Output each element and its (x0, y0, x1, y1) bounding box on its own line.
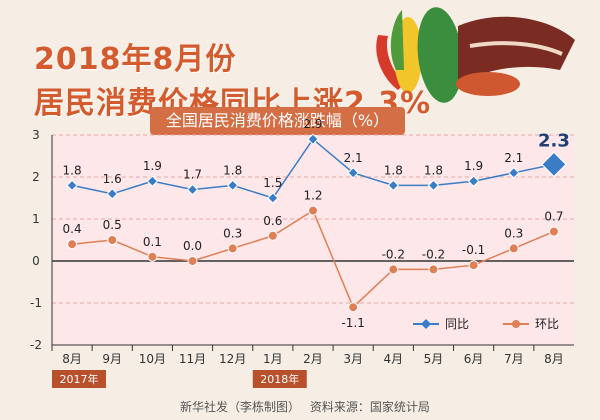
legend-label: 环比 (535, 317, 559, 331)
series-point (67, 239, 78, 250)
data-label: 2.1 (344, 151, 363, 165)
data-label: 0.5 (103, 218, 122, 232)
data-label: 1.8 (424, 163, 443, 177)
data-label: 0.6 (263, 214, 282, 228)
y-tick-label: 3 (32, 128, 40, 142)
data-label: 0.1 (143, 235, 162, 249)
x-tick-label: 11月 (179, 352, 206, 366)
data-label: 0.0 (183, 239, 202, 253)
series-point (468, 260, 479, 271)
series-point (307, 133, 319, 145)
data-label: 2.3 (538, 130, 570, 151)
series-point (548, 226, 559, 237)
series-point (106, 188, 118, 200)
year-label: 2018年 (260, 372, 299, 386)
data-label: 2.9 (303, 117, 322, 131)
legend-marker (512, 320, 520, 328)
x-tick-label: 8月 (62, 352, 82, 366)
footer-agency: 新华社发（李栋制图） (180, 400, 301, 414)
series-point (227, 243, 238, 254)
x-tick-label: 3月 (343, 352, 363, 366)
footer-source: 资料来源：国家统计局 (309, 400, 430, 414)
data-label: 1.7 (183, 168, 202, 182)
data-label: 1.9 (143, 159, 162, 173)
chart-banner: 全国居民消费价格涨跌幅（%） (150, 107, 405, 135)
year-label: 2017年 (60, 372, 99, 386)
series-point (541, 151, 567, 178)
data-label: 1.5 (263, 176, 282, 190)
footer: 新华社发（李栋制图） 资料来源：国家统计局 (180, 398, 436, 415)
data-label: 1.8 (223, 163, 242, 177)
legend-marker (421, 319, 431, 329)
x-tick-label: 9月 (102, 352, 122, 366)
series-point (427, 179, 440, 192)
x-tick-label: 6月 (464, 352, 484, 366)
x-tick-label: 4月 (383, 352, 403, 366)
series-point (508, 243, 519, 254)
y-tick-label: 1 (32, 212, 40, 226)
series-point (66, 179, 78, 192)
x-tick-label: 2月 (303, 352, 323, 366)
x-tick-label: 7月 (504, 352, 524, 366)
series-point (226, 179, 239, 192)
series-point (308, 205, 318, 216)
y-tick-label: -1 (30, 296, 42, 310)
data-label: 1.9 (464, 159, 483, 173)
series-point (107, 235, 118, 245)
series-point (348, 302, 359, 313)
data-label: 0.4 (63, 222, 82, 236)
data-label: 0.7 (544, 210, 563, 224)
series-point (508, 167, 520, 179)
data-label: 0.3 (223, 226, 242, 240)
y-tick-label: -2 (30, 338, 42, 352)
x-tick-label: 5月 (424, 352, 444, 366)
data-label: -0.2 (382, 247, 405, 261)
data-label: -1.1 (341, 316, 364, 330)
series-point (387, 179, 400, 192)
data-label: 1.8 (384, 163, 403, 177)
data-label: 2.1 (504, 151, 523, 165)
year-label-bg (52, 370, 106, 388)
series-point (146, 175, 159, 187)
series-point (186, 183, 199, 196)
series-point (428, 264, 439, 275)
series-point (187, 256, 198, 266)
series-point (267, 230, 278, 241)
series-point (467, 175, 480, 187)
y-tick-label: 0 (32, 254, 40, 268)
data-label: 0.3 (504, 226, 523, 240)
x-tick-label: 12月 (219, 352, 246, 366)
y-tick-label: 2 (32, 170, 40, 184)
series-point (388, 264, 399, 275)
data-label: 1.8 (63, 163, 82, 177)
data-label: 1.6 (103, 172, 122, 186)
series-point (147, 251, 158, 262)
data-label: -0.1 (462, 243, 485, 257)
x-tick-label: 8月 (544, 352, 564, 366)
title-line-1: 2018年8月份 (34, 42, 237, 77)
year-label-bg (252, 370, 307, 388)
data-label: 1.2 (303, 189, 322, 203)
data-label: -0.2 (422, 247, 445, 261)
x-tick-label: 10月 (139, 352, 166, 366)
plot-area (52, 135, 574, 345)
series-point (267, 192, 279, 204)
x-tick-label: 1月 (263, 352, 283, 366)
series-point (347, 167, 359, 179)
legend-label: 同比 (445, 317, 469, 331)
